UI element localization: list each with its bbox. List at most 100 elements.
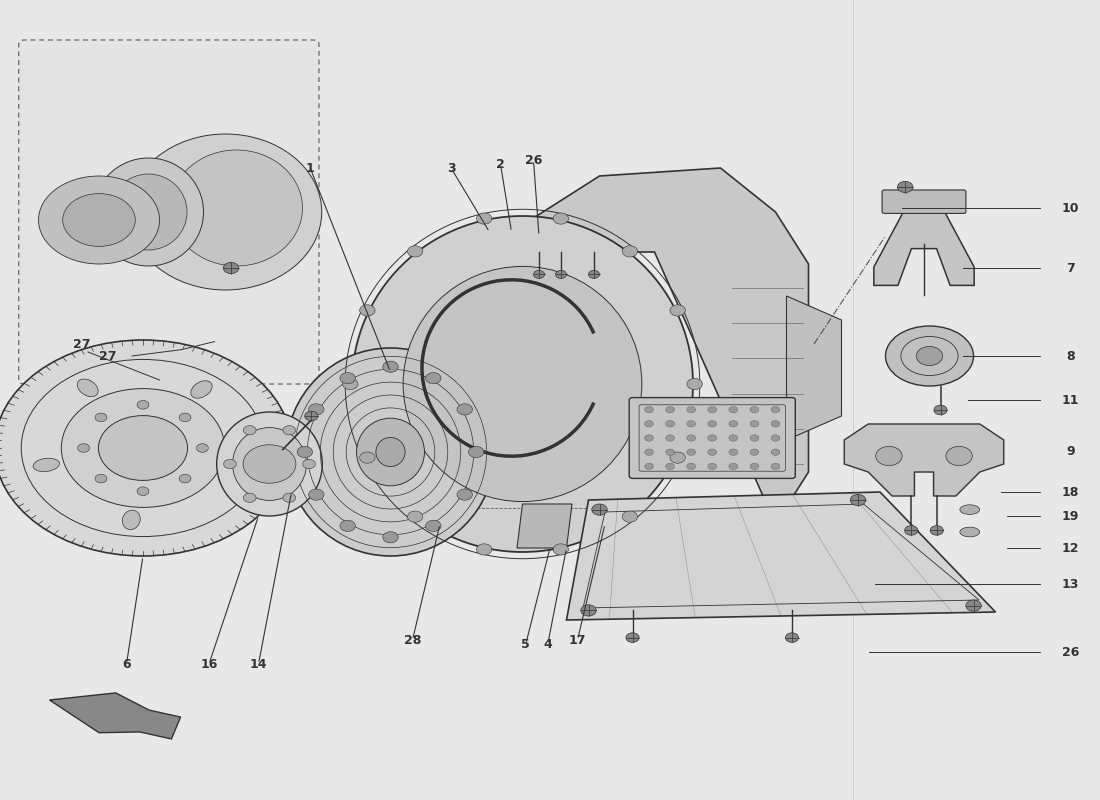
Circle shape <box>686 463 695 470</box>
Circle shape <box>626 633 639 642</box>
Circle shape <box>645 421 653 427</box>
Circle shape <box>708 449 717 455</box>
FancyBboxPatch shape <box>882 190 966 214</box>
Ellipse shape <box>886 326 974 386</box>
Circle shape <box>223 262 239 274</box>
Circle shape <box>729 434 738 442</box>
Circle shape <box>708 463 717 470</box>
Circle shape <box>476 544 492 555</box>
Ellipse shape <box>190 381 212 398</box>
Circle shape <box>283 493 296 502</box>
Text: 2: 2 <box>496 158 505 170</box>
Circle shape <box>729 449 738 455</box>
Circle shape <box>850 494 866 506</box>
Circle shape <box>342 378 358 390</box>
Ellipse shape <box>130 134 321 290</box>
Circle shape <box>305 411 318 421</box>
Circle shape <box>623 246 638 257</box>
Circle shape <box>708 434 717 442</box>
Circle shape <box>78 444 89 452</box>
Circle shape <box>283 426 296 435</box>
Circle shape <box>666 434 674 442</box>
Ellipse shape <box>960 527 980 537</box>
Circle shape <box>898 182 913 193</box>
Circle shape <box>623 511 638 522</box>
Circle shape <box>340 373 355 384</box>
Circle shape <box>179 474 191 483</box>
FancyBboxPatch shape <box>629 398 795 478</box>
Circle shape <box>670 305 685 316</box>
Circle shape <box>469 446 484 458</box>
Circle shape <box>360 452 375 463</box>
Circle shape <box>534 270 544 278</box>
Circle shape <box>553 544 569 555</box>
Circle shape <box>916 346 943 366</box>
Circle shape <box>966 600 981 611</box>
Circle shape <box>729 463 738 470</box>
Circle shape <box>592 504 607 515</box>
Circle shape <box>62 389 224 507</box>
Text: 3: 3 <box>447 162 455 174</box>
Polygon shape <box>786 296 842 440</box>
Text: 10: 10 <box>1062 202 1079 214</box>
Circle shape <box>309 404 324 415</box>
Circle shape <box>785 633 799 642</box>
Ellipse shape <box>219 474 244 488</box>
Circle shape <box>99 416 187 480</box>
Circle shape <box>946 446 972 466</box>
Circle shape <box>931 526 944 535</box>
Ellipse shape <box>352 216 693 552</box>
Circle shape <box>666 449 674 455</box>
Ellipse shape <box>376 438 405 466</box>
Ellipse shape <box>356 418 425 486</box>
Circle shape <box>645 434 653 442</box>
Text: 26: 26 <box>1062 646 1079 658</box>
Circle shape <box>686 421 695 427</box>
Text: 12: 12 <box>1062 542 1079 554</box>
Circle shape <box>407 511 422 522</box>
Circle shape <box>750 434 759 442</box>
Circle shape <box>666 463 674 470</box>
Ellipse shape <box>403 266 642 502</box>
Circle shape <box>688 378 703 390</box>
Circle shape <box>63 194 135 246</box>
Circle shape <box>771 421 780 427</box>
Circle shape <box>243 426 256 435</box>
Circle shape <box>553 213 569 224</box>
Text: 7: 7 <box>1066 262 1075 274</box>
Circle shape <box>138 487 148 495</box>
Circle shape <box>934 406 947 415</box>
Ellipse shape <box>286 348 495 556</box>
Circle shape <box>686 406 695 413</box>
Circle shape <box>383 361 398 372</box>
Text: 11: 11 <box>1062 394 1079 406</box>
Circle shape <box>456 404 472 415</box>
Circle shape <box>0 340 292 556</box>
Text: 5: 5 <box>521 638 530 650</box>
Text: 27: 27 <box>99 350 117 363</box>
Text: 9: 9 <box>1066 446 1075 458</box>
Ellipse shape <box>110 174 187 250</box>
Text: 28: 28 <box>404 634 421 646</box>
Circle shape <box>138 401 148 409</box>
Circle shape <box>39 176 160 264</box>
Circle shape <box>476 213 492 224</box>
Circle shape <box>340 520 355 531</box>
Circle shape <box>645 449 653 455</box>
Ellipse shape <box>170 150 302 266</box>
Circle shape <box>95 474 107 483</box>
Text: 26: 26 <box>525 154 542 166</box>
Ellipse shape <box>217 412 322 516</box>
Circle shape <box>771 449 780 455</box>
Circle shape <box>243 445 296 483</box>
Circle shape <box>666 421 674 427</box>
Text: 18: 18 <box>1062 486 1079 498</box>
Circle shape <box>243 493 256 502</box>
Circle shape <box>360 305 375 316</box>
Text: 6: 6 <box>122 658 131 670</box>
Ellipse shape <box>33 458 59 471</box>
Ellipse shape <box>94 158 204 266</box>
Circle shape <box>666 406 674 413</box>
Circle shape <box>456 489 472 500</box>
Circle shape <box>771 463 780 470</box>
